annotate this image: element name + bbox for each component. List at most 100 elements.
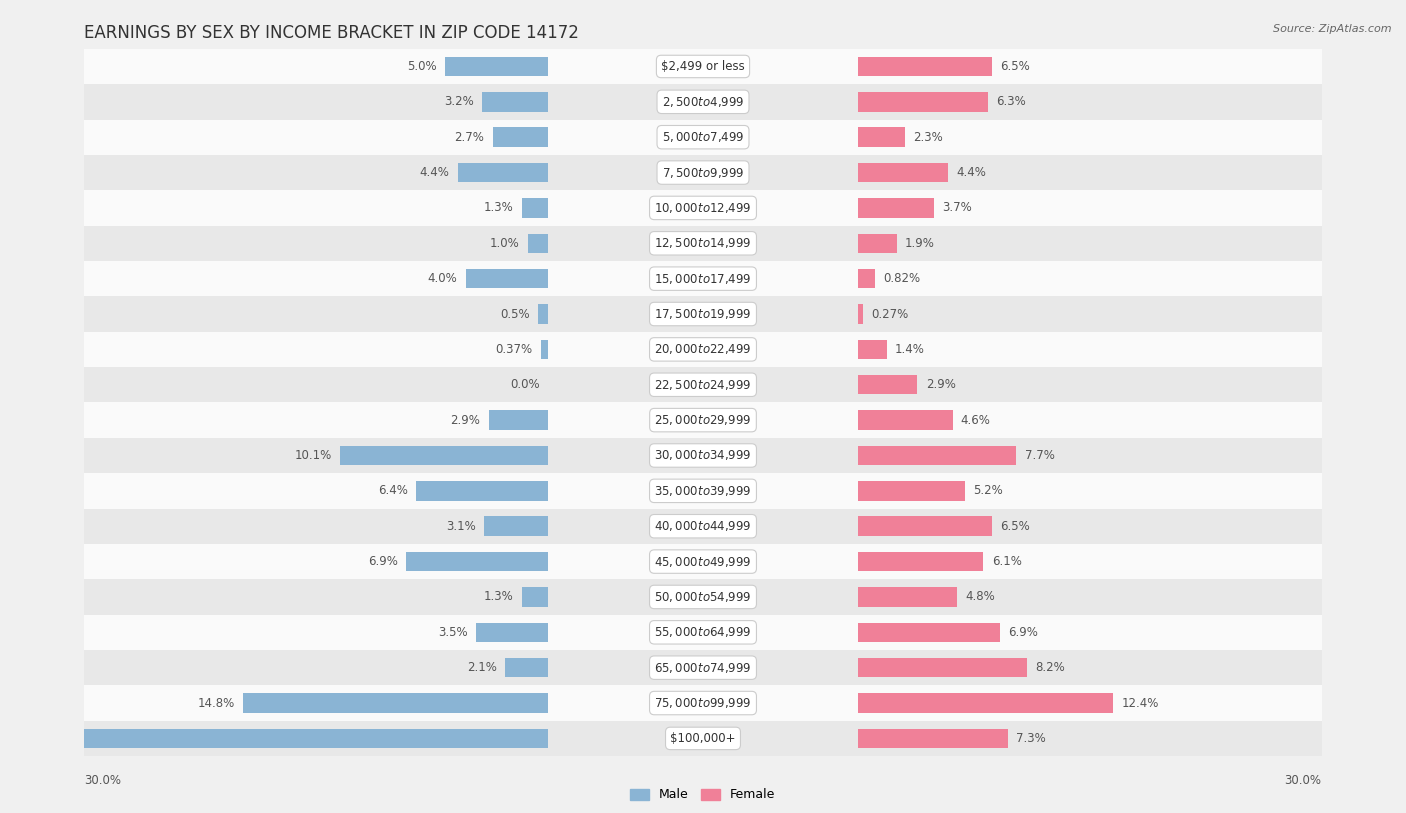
Bar <box>84 120 1322 155</box>
Bar <box>84 579 1322 615</box>
Text: 5.2%: 5.2% <box>973 485 1002 498</box>
Bar <box>485 516 548 536</box>
Bar <box>243 693 548 713</box>
Text: 2.9%: 2.9% <box>450 414 481 427</box>
Text: 1.3%: 1.3% <box>484 590 513 603</box>
Bar <box>465 269 548 289</box>
Bar <box>858 198 934 218</box>
Bar <box>488 411 548 430</box>
Bar <box>858 693 1114 713</box>
Text: 4.8%: 4.8% <box>965 590 994 603</box>
Text: 7.3%: 7.3% <box>1017 732 1046 745</box>
Text: 14.8%: 14.8% <box>198 697 235 710</box>
Text: 3.2%: 3.2% <box>444 95 474 108</box>
Text: $50,000 to $54,999: $50,000 to $54,999 <box>654 590 752 604</box>
Bar <box>858 658 1026 677</box>
Text: 1.0%: 1.0% <box>489 237 519 250</box>
Text: 4.6%: 4.6% <box>960 414 991 427</box>
Bar <box>84 155 1322 190</box>
Bar <box>482 92 548 111</box>
Bar <box>858 128 905 147</box>
Text: $10,000 to $12,499: $10,000 to $12,499 <box>654 201 752 215</box>
Text: 6.4%: 6.4% <box>378 485 408 498</box>
Text: 3.5%: 3.5% <box>439 626 468 639</box>
Text: 4.0%: 4.0% <box>427 272 457 285</box>
Bar <box>858 57 991 76</box>
Bar <box>858 623 1000 642</box>
Bar <box>858 516 991 536</box>
Bar <box>477 623 548 642</box>
Text: $20,000 to $22,499: $20,000 to $22,499 <box>654 342 752 356</box>
Bar <box>858 304 863 324</box>
Bar <box>858 269 875 289</box>
Text: 4.4%: 4.4% <box>956 166 987 179</box>
Bar <box>541 340 548 359</box>
Bar <box>522 198 548 218</box>
Text: 6.1%: 6.1% <box>991 555 1022 568</box>
Text: $7,500 to $9,999: $7,500 to $9,999 <box>662 166 744 180</box>
Bar <box>858 411 952 430</box>
Bar <box>84 721 1322 756</box>
Text: 3.7%: 3.7% <box>942 202 972 215</box>
Bar <box>84 297 1322 332</box>
Text: $5,000 to $7,499: $5,000 to $7,499 <box>662 130 744 144</box>
Bar <box>84 544 1322 579</box>
Text: 2.1%: 2.1% <box>467 661 496 674</box>
Text: 0.0%: 0.0% <box>510 378 540 391</box>
Text: $40,000 to $44,999: $40,000 to $44,999 <box>654 520 752 533</box>
Bar <box>858 481 965 501</box>
Bar <box>84 332 1322 367</box>
Bar <box>340 446 548 465</box>
Bar <box>492 128 548 147</box>
Text: $15,000 to $17,499: $15,000 to $17,499 <box>654 272 752 285</box>
Legend: Male, Female: Male, Female <box>626 784 780 806</box>
Text: $12,500 to $14,999: $12,500 to $14,999 <box>654 237 752 250</box>
Bar <box>858 163 949 182</box>
Text: 8.2%: 8.2% <box>1035 661 1064 674</box>
Text: 4.4%: 4.4% <box>419 166 450 179</box>
Bar <box>84 402 1322 437</box>
Text: 5.0%: 5.0% <box>408 60 437 73</box>
Bar <box>84 473 1322 509</box>
Text: 12.4%: 12.4% <box>1122 697 1159 710</box>
Bar <box>527 233 548 253</box>
Text: 0.5%: 0.5% <box>501 307 530 320</box>
Text: 0.37%: 0.37% <box>495 343 533 356</box>
Text: 6.5%: 6.5% <box>1000 520 1029 533</box>
Text: $65,000 to $74,999: $65,000 to $74,999 <box>654 661 752 675</box>
Bar <box>84 685 1322 721</box>
Text: $35,000 to $39,999: $35,000 to $39,999 <box>654 484 752 498</box>
Bar <box>457 163 548 182</box>
Bar <box>858 375 918 394</box>
Text: 6.9%: 6.9% <box>1008 626 1038 639</box>
Text: 1.3%: 1.3% <box>484 202 513 215</box>
Bar <box>84 650 1322 685</box>
Text: $75,000 to $99,999: $75,000 to $99,999 <box>654 696 752 710</box>
Text: $22,500 to $24,999: $22,500 to $24,999 <box>654 378 752 392</box>
Text: $17,500 to $19,999: $17,500 to $19,999 <box>654 307 752 321</box>
Bar <box>84 615 1322 650</box>
Text: Source: ZipAtlas.com: Source: ZipAtlas.com <box>1274 24 1392 34</box>
Bar <box>84 85 1322 120</box>
Bar <box>858 233 897 253</box>
Text: 3.1%: 3.1% <box>447 520 477 533</box>
Text: $100,000+: $100,000+ <box>671 732 735 745</box>
Text: 10.1%: 10.1% <box>295 449 332 462</box>
Text: $45,000 to $49,999: $45,000 to $49,999 <box>654 554 752 568</box>
Bar <box>505 658 548 677</box>
Bar <box>84 261 1322 297</box>
Bar <box>84 367 1322 402</box>
Text: 1.9%: 1.9% <box>905 237 935 250</box>
Bar <box>522 587 548 606</box>
Bar <box>858 340 887 359</box>
Text: 1.4%: 1.4% <box>894 343 925 356</box>
Bar <box>858 92 987 111</box>
Text: $2,499 or less: $2,499 or less <box>661 60 745 73</box>
Bar <box>416 481 548 501</box>
Bar <box>858 446 1017 465</box>
Text: 2.3%: 2.3% <box>914 131 943 144</box>
Text: 0.27%: 0.27% <box>872 307 908 320</box>
Text: 7.7%: 7.7% <box>1025 449 1054 462</box>
Bar <box>858 728 1008 748</box>
Bar <box>84 509 1322 544</box>
